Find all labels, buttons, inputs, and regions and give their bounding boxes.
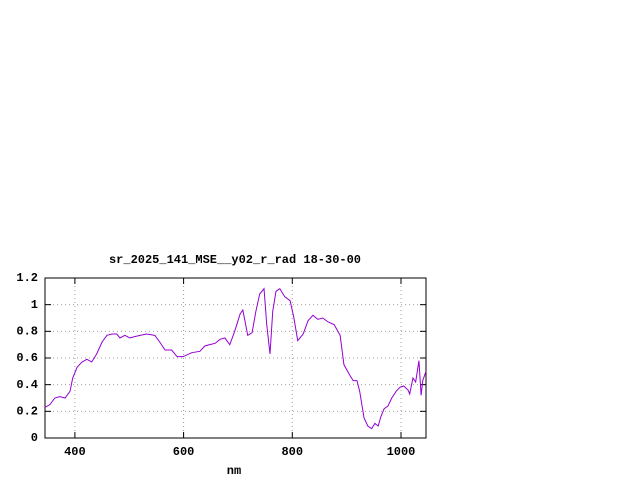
y-tick-label: 0.6: [16, 351, 38, 365]
x-tick-label: 600: [173, 445, 195, 459]
y-tick-label: 1.2: [16, 271, 38, 285]
chart-title: sr_2025_141_MSE__y02_r_rad 18-30-00: [109, 253, 361, 267]
x-tick-label: 400: [64, 445, 86, 459]
data-line: [44, 287, 427, 430]
y-tick-label: 1: [31, 298, 38, 312]
x-tick-label: 800: [281, 445, 303, 459]
y-tick-label: 0.4: [16, 378, 38, 392]
x-tick-label: 1000: [387, 445, 416, 459]
x-axis-label: nm: [227, 464, 241, 478]
y-tick-label: 0: [31, 431, 38, 445]
y-tick-label: 0.2: [16, 405, 38, 419]
y-tick-label: 0.8: [16, 325, 38, 339]
plot-frame: [44, 277, 427, 439]
